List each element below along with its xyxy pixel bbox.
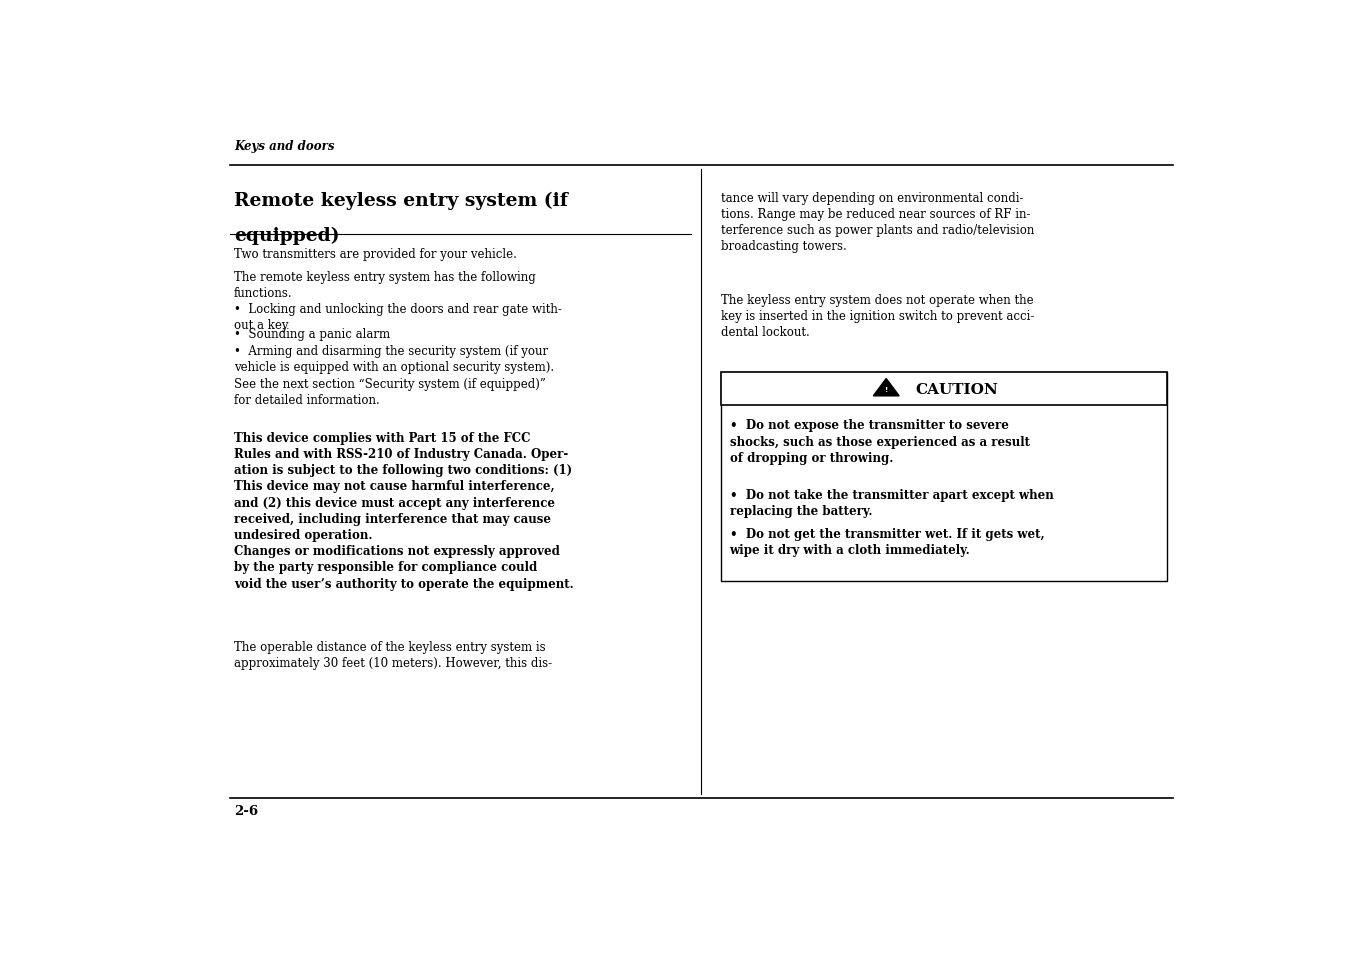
Text: Remote keyless entry system (if: Remote keyless entry system (if — [234, 192, 568, 210]
Text: The remote keyless entry system has the following
functions.: The remote keyless entry system has the … — [234, 271, 535, 300]
Text: •  Do not expose the transmitter to severe
shocks, such as those experienced as : • Do not expose the transmitter to sever… — [730, 419, 1030, 464]
Text: •  Do not take the transmitter apart except when
replacing the battery.: • Do not take the transmitter apart exce… — [730, 489, 1053, 517]
Text: !: ! — [884, 387, 888, 393]
Polygon shape — [873, 379, 899, 396]
Text: •  Do not get the transmitter wet. If it gets wet,
wipe it dry with a cloth imme: • Do not get the transmitter wet. If it … — [730, 528, 1044, 557]
Text: This device complies with Part 15 of the FCC
Rules and with RSS-210 of Industry : This device complies with Part 15 of the… — [234, 432, 573, 590]
Text: •  Arming and disarming the security system (if your
vehicle is equipped with an: • Arming and disarming the security syst… — [234, 345, 554, 406]
Bar — [721, 373, 1167, 406]
Text: Two transmitters are provided for your vehicle.: Two transmitters are provided for your v… — [234, 248, 516, 261]
Text: The operable distance of the keyless entry system is
approximately 30 feet (10 m: The operable distance of the keyless ent… — [234, 640, 552, 670]
Text: Keys and doors: Keys and doors — [234, 140, 334, 153]
Text: •  Locking and unlocking the doors and rear gate with-
out a key: • Locking and unlocking the doors and re… — [234, 302, 562, 332]
Text: CAUTION: CAUTION — [915, 382, 998, 396]
Text: 2-6: 2-6 — [234, 804, 258, 817]
Text: The keyless entry system does not operate when the
key is inserted in the igniti: The keyless entry system does not operat… — [721, 294, 1034, 338]
Text: tance will vary depending on environmental condi-
tions. Range may be reduced ne: tance will vary depending on environment… — [721, 192, 1034, 253]
Bar — [721, 373, 1167, 581]
Text: equipped): equipped) — [234, 227, 339, 245]
Text: •  Sounding a panic alarm: • Sounding a panic alarm — [234, 328, 391, 341]
